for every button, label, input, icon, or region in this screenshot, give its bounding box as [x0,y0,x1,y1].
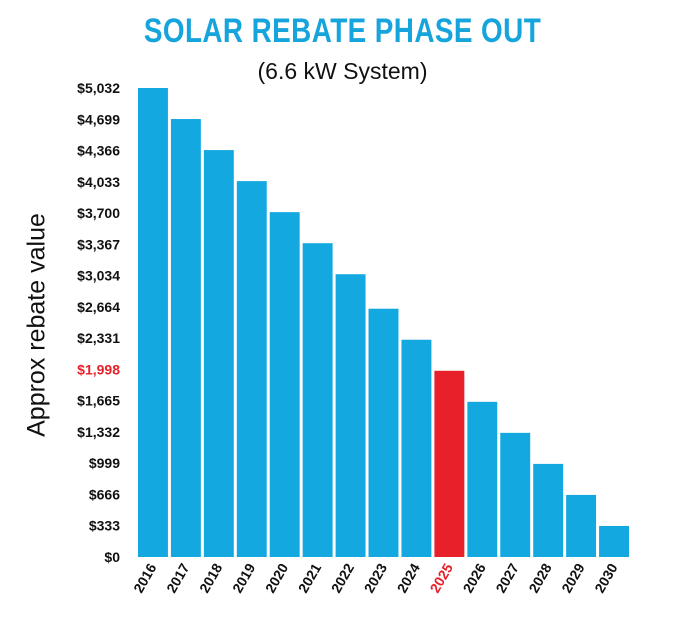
bar-2016 [138,88,168,557]
bar-2019 [236,181,267,557]
bar-2021 [302,243,333,557]
y-tick-label: $5,032 [77,80,120,96]
bar-2027 [500,432,531,557]
x-tick-label-2020: 2020 [262,560,292,595]
x-tick-label-2028: 2028 [525,560,555,595]
x-tick-label-2016: 2016 [130,560,160,595]
bar-2028 [533,463,564,557]
x-tick-label-2029: 2029 [558,560,588,595]
x-tick-label-2017: 2017 [163,560,193,595]
x-tick-label-2018: 2018 [196,560,226,595]
y-tick-label: $1,665 [77,393,120,409]
y-tick-label: $0 [104,549,120,565]
bar-2023 [368,308,399,557]
y-tick-label: $4,366 [77,143,120,159]
x-tick-label-2019: 2019 [229,560,259,595]
y-tick-label: $666 [89,486,120,502]
y-tick-label: $3,034 [77,268,120,284]
bar-2018 [203,150,234,557]
chart-subtitle: (6.6 kW System) [257,58,428,84]
x-tick-label-2025: 2025 [427,560,457,595]
bar-2022 [335,274,366,557]
bar-2020 [269,212,300,557]
x-tick-label-2022: 2022 [328,560,358,595]
bar-2025 [434,370,465,557]
y-tick-label: $999 [89,455,120,471]
y-tick-label: $1,998 [77,361,120,377]
x-tick-label-2024: 2024 [394,560,424,595]
y-tick-label: $1,332 [77,424,120,440]
chart-title: SOLAR REBATE PHASE OUT [143,12,542,50]
x-tick-label-2021: 2021 [295,560,325,595]
x-tick-label-2023: 2023 [361,560,391,595]
bar-2024 [401,339,432,557]
y-tick-label: $3,367 [77,236,120,252]
bar-2026 [467,401,498,557]
bar-2030 [599,525,629,557]
y-tick-label: $2,331 [77,330,120,346]
y-tick-label: $4,699 [77,111,120,127]
x-tick-label-2027: 2027 [492,560,522,595]
bar-2017 [170,119,201,557]
y-tick-label: $2,664 [77,299,120,315]
y-tick-label: $333 [89,518,120,534]
y-tick-label: $3,700 [77,205,120,221]
y-tick-label: $4,033 [77,174,120,190]
bar-2029 [566,494,597,557]
x-tick-label-2026: 2026 [459,560,489,595]
x-tick-label-2030: 2030 [591,560,621,595]
